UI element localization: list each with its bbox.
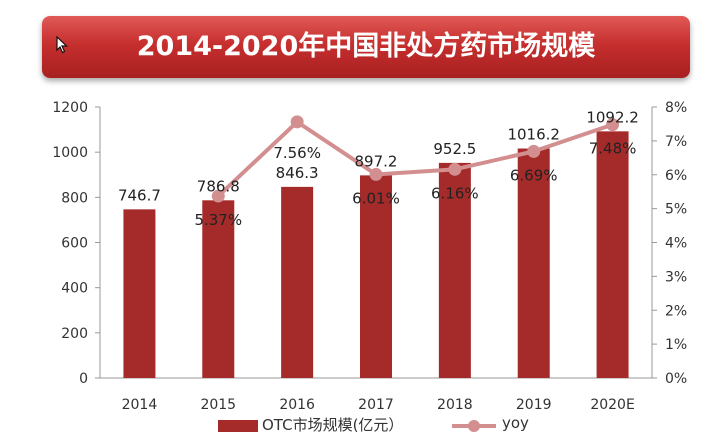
- y-right-tick-label: 2%: [665, 303, 687, 319]
- chart-title: 2014-2020年中国非处方药市场规模: [136, 31, 596, 62]
- bar: [438, 162, 471, 378]
- bar: [360, 175, 392, 378]
- bar-value-label: 1092.2: [586, 108, 639, 126]
- legend-line-swatch: [452, 420, 496, 432]
- bar-value-label: 786.8: [197, 177, 240, 195]
- bar-value-label: 1016.2: [507, 126, 560, 144]
- y-left-tick-label: 600: [61, 236, 88, 252]
- yoy-value-label: 6.16%: [431, 184, 479, 202]
- x-tick-label: 2018: [437, 397, 473, 413]
- y-right-tick-label: 8%: [665, 100, 687, 116]
- y-left-tick-label: 1000: [52, 145, 88, 161]
- bar-value-label: 952.5: [433, 140, 476, 158]
- yoy-point: [606, 118, 620, 132]
- bar: [123, 209, 156, 378]
- bar: [281, 186, 314, 378]
- legend-bar-label: OTC市场规模(亿元）: [262, 416, 404, 434]
- yoy-value-label: 7.56%: [273, 144, 321, 162]
- bar-value-label: 846.3: [276, 164, 319, 182]
- yoy-point: [369, 167, 383, 181]
- bar: [596, 131, 629, 378]
- title-banner: 2014-2020年中国非处方药市场规模: [42, 16, 690, 78]
- legend-bar-swatch: [218, 420, 258, 432]
- bar-value-label: 746.7: [118, 186, 161, 204]
- yoy-point: [290, 115, 304, 129]
- yoy-point: [211, 189, 225, 203]
- x-tick-label: 2014: [122, 397, 158, 413]
- y-left-tick-label: 400: [61, 281, 88, 297]
- yoy-point: [527, 144, 541, 158]
- x-tick-label: 2020E: [590, 397, 634, 413]
- yoy-value-label: 7.48%: [589, 140, 637, 158]
- yoy-point: [448, 162, 462, 176]
- y-right-tick-label: 3%: [665, 269, 687, 285]
- mouse-cursor-icon: [56, 36, 68, 54]
- bar: [517, 148, 550, 378]
- yoy-value-label: 5.37%: [194, 211, 242, 229]
- bar-series: [123, 131, 629, 378]
- y-right-tick-label: 6%: [665, 168, 687, 184]
- y-right-tick-label: 0%: [665, 371, 687, 387]
- legend-line-label: yoy: [502, 414, 529, 432]
- yoy-line: [216, 119, 614, 198]
- y-right-tick-label: 4%: [665, 236, 687, 252]
- y-left-tick-label: 200: [61, 326, 88, 342]
- y-right-tick-label: 7%: [665, 134, 687, 150]
- y-right-tick-label: 5%: [665, 202, 687, 218]
- yoy-series: [211, 115, 620, 203]
- x-tick-label: 2015: [200, 397, 236, 413]
- bar-value-label: 897.2: [355, 152, 398, 170]
- y-left-tick-label: 0: [79, 371, 88, 387]
- yoy-value-label: 6.01%: [352, 189, 400, 207]
- y-left-tick-label: 800: [61, 190, 88, 206]
- x-tick-label: 2016: [279, 397, 315, 413]
- data-labels: 746.7 786.8 846.3 897.2 952.5 1016.2 1092.2 5.3…: [118, 108, 639, 229]
- x-tick-label: 2019: [516, 397, 552, 413]
- yoy-value-label: 6.69%: [510, 166, 558, 184]
- x-tick-label: 2017: [358, 397, 394, 413]
- bar: [202, 200, 235, 378]
- y-right-tick-label: 1%: [665, 337, 687, 353]
- y-left-tick-label: 1200: [52, 100, 88, 116]
